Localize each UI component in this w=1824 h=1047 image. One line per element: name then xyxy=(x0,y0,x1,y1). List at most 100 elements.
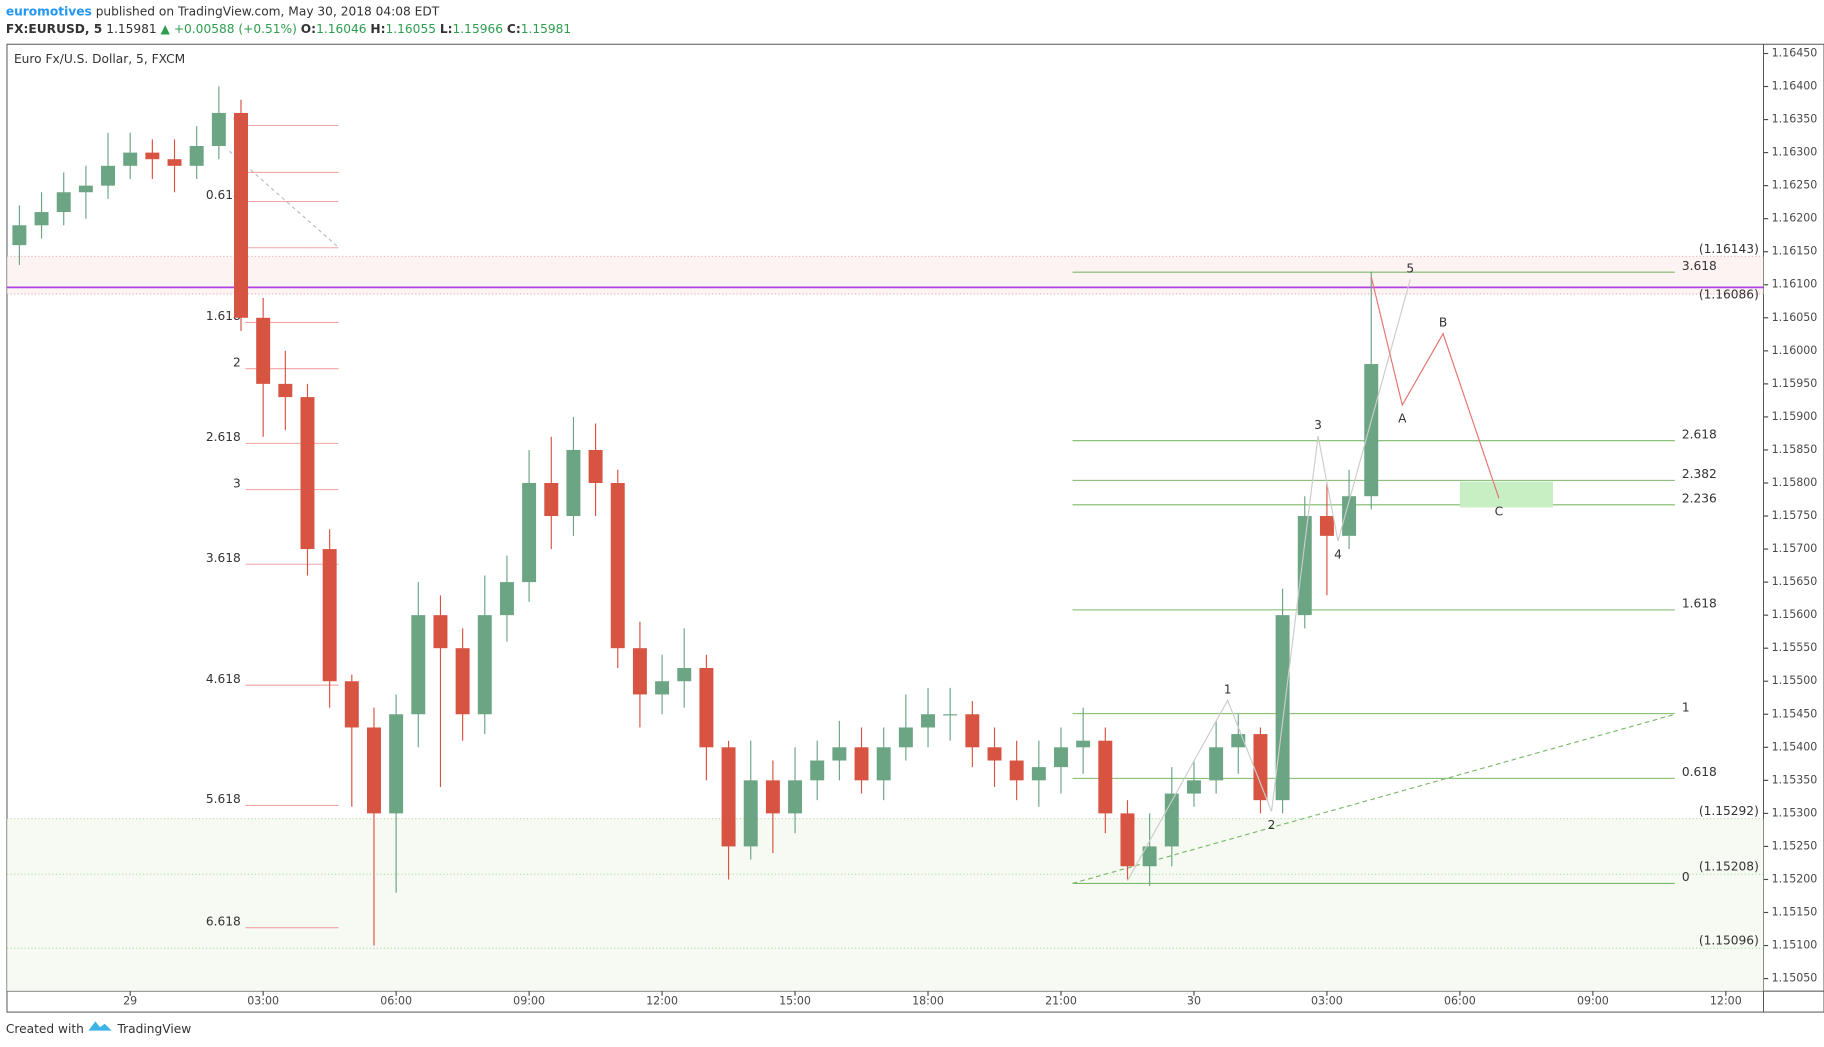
x-tick-label: 03:00 xyxy=(247,995,279,1008)
candle-body xyxy=(12,225,27,246)
candle-body xyxy=(566,449,581,517)
candle-body xyxy=(300,397,315,550)
candle-body xyxy=(256,317,271,384)
candle-body xyxy=(588,449,603,483)
candle-body xyxy=(522,482,537,583)
y-tick-label: 1.16200 xyxy=(1772,212,1818,225)
candle-body xyxy=(1253,734,1268,801)
y-tick-label: 1.16000 xyxy=(1772,344,1818,357)
candle-body xyxy=(123,152,138,166)
fib-label: 2.236 xyxy=(1682,491,1717,505)
candle-body xyxy=(765,780,780,814)
candle-body xyxy=(1054,747,1068,768)
candle-body xyxy=(477,615,492,715)
symbol: FX:EURUSD, 5 xyxy=(6,22,102,36)
o-value: 1.16046 xyxy=(316,22,366,36)
y-tick-label: 1.16050 xyxy=(1772,311,1818,324)
candle-body xyxy=(433,615,448,649)
candle-body xyxy=(1297,516,1312,616)
wave-label: 1 xyxy=(1224,682,1232,696)
candle-body xyxy=(344,681,359,728)
x-tick-label: 06:00 xyxy=(1444,995,1476,1008)
y-tick-label: 1.15750 xyxy=(1772,509,1818,522)
candle-body xyxy=(1342,496,1357,536)
wave-label: B xyxy=(1439,316,1447,330)
fib-label: 2.618 xyxy=(206,430,241,444)
y-tick-label: 1.15800 xyxy=(1772,476,1818,489)
y-tick-label: 1.16100 xyxy=(1772,278,1818,291)
y-tick-label: 1.16300 xyxy=(1772,146,1818,159)
c-value: 1.15981 xyxy=(521,22,571,36)
wave-label: 5 xyxy=(1406,262,1414,276)
candle-body xyxy=(632,648,647,695)
candle-body xyxy=(921,714,935,728)
y-tick-label: 1.16350 xyxy=(1772,113,1818,126)
impulse-path xyxy=(1126,279,1411,882)
fib-label: 2.618 xyxy=(1682,427,1717,441)
support-zone xyxy=(6,818,1764,992)
candle-body xyxy=(1120,813,1135,867)
y-tick-label: 1.16250 xyxy=(1772,179,1818,192)
candle-body xyxy=(145,152,160,160)
corrective-path xyxy=(1370,276,1500,499)
up-arrow: ▲ xyxy=(157,22,174,36)
zone-label: (1.15096) xyxy=(1699,934,1759,948)
fib-label: 0.618 xyxy=(206,188,241,202)
published: published on TradingView.com, May 30, 20… xyxy=(96,4,440,18)
candle-body xyxy=(34,212,49,226)
x-tick-label: 12:00 xyxy=(1710,995,1742,1008)
author[interactable]: euromotives xyxy=(6,4,92,18)
candle-body xyxy=(854,747,869,781)
wave-label: 3 xyxy=(1314,418,1322,432)
y-tick-label: 1.16450 xyxy=(1772,46,1818,59)
candle-body xyxy=(810,760,825,781)
y-tick-label: 1.15050 xyxy=(1772,972,1818,985)
candle-body xyxy=(1209,747,1224,781)
y-tick-label: 1.16400 xyxy=(1772,80,1818,93)
x-tick-label: 30 xyxy=(1187,995,1201,1008)
plot: (1.16143) (1.16086) (1.15292) (1.15208) (1.1… xyxy=(6,46,1818,1008)
c-label: C: xyxy=(507,22,521,36)
footer-created: Created with xyxy=(6,1022,84,1036)
candle-body xyxy=(78,185,93,193)
y-tick-label: 1.15850 xyxy=(1772,443,1818,456)
candle-body xyxy=(1009,760,1024,781)
header-line: euromotives published on TradingView.com… xyxy=(6,4,440,18)
footer-brand[interactable]: TradingView xyxy=(116,1022,191,1036)
fib-label: 6.618 xyxy=(206,914,241,928)
candle-body xyxy=(610,482,625,649)
zone-label: (1.15292) xyxy=(1699,804,1759,818)
y-tick-label: 1.15100 xyxy=(1772,939,1818,952)
candle-body xyxy=(987,747,1002,761)
candle-body xyxy=(832,747,847,761)
chart-legend: Euro Fx/U.S. Dollar, 5, FXCM xyxy=(14,52,185,66)
candle-body xyxy=(56,192,71,213)
fib-label: 1.618 xyxy=(206,309,241,323)
fib-label: 1 xyxy=(1682,700,1690,714)
candle-body xyxy=(1142,846,1157,867)
brand-logo xyxy=(88,1021,112,1031)
fib-label: 1.618 xyxy=(1682,597,1717,611)
y-tick-label: 1.15700 xyxy=(1772,542,1818,555)
zone-label: (1.16143) xyxy=(1699,242,1759,256)
candle-body xyxy=(234,112,248,318)
candle-body xyxy=(499,582,514,616)
h-value: 1.16055 xyxy=(386,22,436,36)
candle-body xyxy=(699,668,714,748)
x-tick-label: 29 xyxy=(123,995,137,1008)
fib-label: 4.618 xyxy=(206,672,241,686)
y-tick-label: 1.15500 xyxy=(1772,674,1818,687)
x-tick-label: 06:00 xyxy=(380,995,412,1008)
candle-body xyxy=(389,714,404,814)
x-tick-label: 18:00 xyxy=(912,995,944,1008)
candle-body xyxy=(411,615,426,715)
x-tick-label: 21:00 xyxy=(1045,995,1077,1008)
y-tick-label: 1.15400 xyxy=(1772,740,1818,753)
y-tick-label: 1.15150 xyxy=(1772,905,1818,918)
l-value: 1.15966 xyxy=(453,22,503,36)
y-tick-label: 1.15450 xyxy=(1772,707,1818,720)
y-tick-label: 1.15600 xyxy=(1772,608,1818,621)
change: +0.00588 (+0.51%) xyxy=(174,22,297,36)
resistance-zone xyxy=(6,256,1764,295)
